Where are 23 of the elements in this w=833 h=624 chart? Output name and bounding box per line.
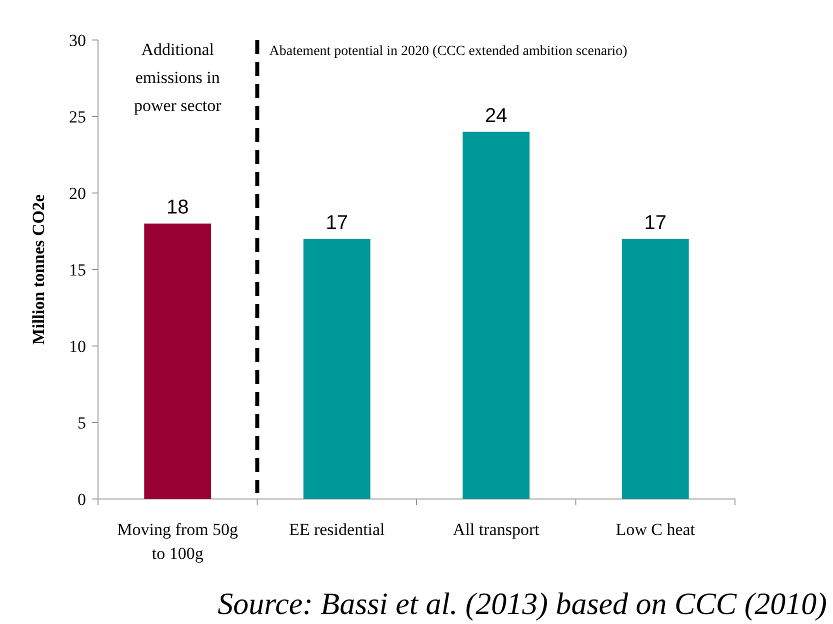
data-label: 17 bbox=[326, 212, 348, 234]
annotation: Abatement potential in 2020 (CCC extended ambition scenario) bbox=[269, 44, 628, 59]
x-tick-label: Moving from 50g to 100g bbox=[117, 520, 239, 563]
annotation: Additional emissions in power sector bbox=[134, 40, 222, 115]
data-label: 18 bbox=[166, 196, 189, 219]
y-tick-label: 10 bbox=[69, 336, 86, 356]
x-tick-label: All transport bbox=[452, 520, 540, 539]
x-tick-label: Low C heat bbox=[616, 520, 696, 539]
source-note: Source: Bassi et al. (2013) based on CCC (2010) bbox=[218, 586, 827, 621]
bar bbox=[462, 132, 530, 499]
bar bbox=[144, 224, 212, 499]
y-tick-label: 25 bbox=[69, 107, 86, 126]
data-label: 24 bbox=[485, 104, 508, 127]
x-tick-label: EE residential bbox=[288, 520, 386, 539]
bar bbox=[622, 238, 689, 499]
y-tick-label: 15 bbox=[69, 260, 86, 280]
y-tick-label: 0 bbox=[78, 490, 86, 509]
y-tick-label: 30 bbox=[69, 30, 86, 50]
y-axis-title: Million tonnes CO2e bbox=[29, 194, 48, 345]
y-tick-label: 5 bbox=[78, 413, 86, 432]
y-tick-label: 20 bbox=[69, 184, 86, 203]
data-label: 17 bbox=[644, 212, 666, 234]
bar bbox=[303, 238, 370, 499]
